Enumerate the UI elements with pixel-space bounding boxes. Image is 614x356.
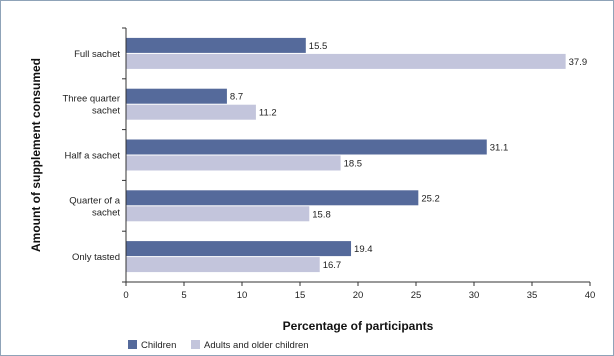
bar-children-4 <box>126 241 352 257</box>
value-label: 19.4 <box>354 244 373 255</box>
category-label: Full sachet <box>74 49 120 60</box>
bar-children-3 <box>126 190 419 206</box>
x-tick-label: 5 <box>181 290 186 301</box>
legend-swatch <box>128 340 137 349</box>
bar-adults-1 <box>126 104 256 120</box>
value-label: 16.7 <box>323 260 342 271</box>
category-label: Only tasted <box>72 252 120 263</box>
bar-children-0 <box>126 37 306 53</box>
legend-swatch <box>191 340 200 349</box>
x-tick-label: 40 <box>585 290 596 301</box>
bar-children-2 <box>126 139 487 155</box>
x-tick-label: 15 <box>295 290 306 301</box>
y-axis-title: Amount of supplement consumed <box>29 58 43 252</box>
value-label: 31.1 <box>490 143 509 154</box>
value-label: 37.9 <box>569 57 588 68</box>
bar-children-1 <box>126 88 227 104</box>
legend-label: Adults and older children <box>204 340 309 351</box>
x-tick-label: 20 <box>353 290 364 301</box>
category-label: Three quarter <box>62 94 120 105</box>
bar-adults-3 <box>126 206 310 222</box>
category-label: sachet <box>92 207 120 218</box>
category-label: Quarter of a <box>69 195 120 206</box>
category-label: Half a sachet <box>65 151 121 162</box>
value-label: 8.7 <box>230 92 243 103</box>
bar-adults-4 <box>126 257 320 273</box>
value-label: 18.5 <box>344 159 363 170</box>
value-label: 11.2 <box>259 108 277 119</box>
value-label: 15.5 <box>309 41 328 52</box>
x-axis-title: Percentage of participants <box>283 319 434 333</box>
x-tick-label: 35 <box>527 290 538 301</box>
x-tick-label: 30 <box>469 290 480 301</box>
x-tick-label: 0 <box>123 290 128 301</box>
category-label: sachet <box>92 106 120 117</box>
bar-adults-2 <box>126 155 341 171</box>
x-tick-label: 10 <box>237 290 248 301</box>
value-label: 25.2 <box>421 193 440 204</box>
legend-label: Children <box>141 340 176 351</box>
value-label: 15.8 <box>312 209 331 220</box>
bar-adults-0 <box>126 53 566 69</box>
x-tick-label: 25 <box>411 290 422 301</box>
